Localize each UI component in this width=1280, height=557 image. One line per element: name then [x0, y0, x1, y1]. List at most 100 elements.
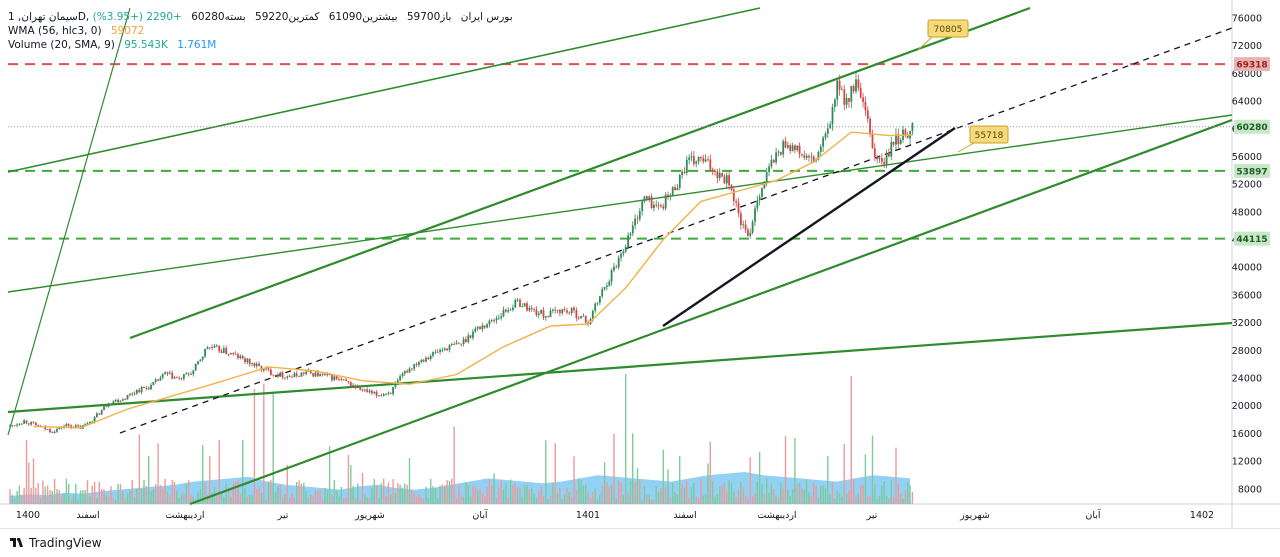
tradingview-logo[interactable]: TradingView	[10, 536, 102, 550]
volume-bar	[272, 394, 274, 504]
candle-body	[255, 363, 258, 367]
volume-bar	[345, 498, 347, 504]
candle-body	[44, 426, 47, 430]
volume-bar	[528, 488, 530, 504]
volume-bar	[366, 497, 368, 504]
volume-bar	[672, 483, 674, 504]
candle-body	[892, 141, 895, 145]
volume-bar	[11, 494, 14, 504]
candle-body	[9, 425, 11, 427]
volume-bar	[495, 498, 498, 504]
candle-body	[655, 204, 658, 206]
last-price-label: 60280	[1236, 123, 1267, 133]
volume-bar	[239, 494, 241, 504]
volume-bar	[763, 494, 765, 504]
trend-line[interactable]	[7, 7, 131, 436]
candle-body	[46, 429, 49, 430]
tradingview-icon	[10, 538, 23, 547]
volume-bar	[35, 488, 37, 504]
volume-row[interactable]: Volume (20, SMA, 9) 95.543K 1.761M	[8, 38, 519, 52]
candle-body	[373, 392, 376, 394]
volume-bar	[502, 488, 505, 504]
candle-body	[157, 379, 159, 381]
volume-bar	[486, 487, 488, 504]
volume-bar	[305, 490, 307, 504]
volume-bar	[401, 487, 404, 504]
volume-bar	[296, 482, 298, 504]
callout-box[interactable]	[969, 125, 1009, 144]
trend-line[interactable]	[129, 6, 1031, 340]
candle-body	[479, 326, 481, 330]
volume-bar	[439, 485, 441, 504]
volume-bar	[256, 489, 258, 504]
candle-body	[906, 135, 909, 139]
volume-bar	[514, 483, 516, 504]
y-tick-label: 12000	[1232, 457, 1262, 468]
candle-body	[305, 371, 307, 374]
volume-bar	[723, 483, 726, 504]
volume-bar	[317, 491, 319, 504]
last-price-tag	[1234, 119, 1270, 134]
volume-bar	[864, 454, 867, 504]
volume-bar	[860, 485, 862, 504]
candle-body	[629, 233, 632, 236]
volume-bar	[820, 485, 822, 504]
change-value: +2290 (+3.95%)	[92, 11, 182, 23]
candle-body	[356, 386, 359, 388]
volume-bar	[91, 485, 93, 504]
volume-bar	[787, 489, 789, 504]
symbol-title[interactable]: سیمان تهران, 1D, بورس ایران	[8, 11, 513, 23]
trend-line[interactable]	[7, 321, 1233, 414]
volume-bar	[187, 480, 190, 504]
volume-label: Volume (20, SMA, 9)	[8, 39, 115, 51]
volume-bar	[467, 485, 469, 504]
candle-body	[643, 196, 646, 202]
callout-box[interactable]	[927, 19, 969, 38]
volume-bar	[70, 499, 72, 504]
volume-bar	[53, 479, 56, 504]
candle-body	[199, 359, 202, 362]
high-value: بیشترین61090	[328, 11, 398, 23]
candle-body	[441, 349, 444, 351]
candle-body	[890, 141, 893, 157]
volume-bar	[615, 498, 617, 504]
candle-body	[342, 379, 345, 381]
candle-body	[96, 413, 98, 418]
candle-body	[537, 313, 540, 315]
volume-bar	[817, 497, 820, 504]
volume-bar	[899, 493, 902, 504]
volume-bar	[404, 483, 406, 504]
candle-body	[845, 98, 848, 105]
candle-body	[497, 317, 500, 319]
x-tick-label: شهریور	[959, 510, 990, 521]
volume-bar	[68, 483, 70, 504]
volume-bar	[446, 480, 448, 504]
trend-line[interactable]	[189, 118, 1233, 506]
volume-bar	[340, 487, 343, 504]
volume-bar	[16, 491, 18, 504]
volume-bar	[86, 480, 89, 504]
volume-bar	[643, 486, 646, 504]
candle-body	[185, 373, 188, 375]
volume-bar	[728, 480, 730, 504]
volume-bar	[138, 434, 140, 504]
volume-bar	[549, 496, 552, 504]
trend-line[interactable]	[7, 114, 1233, 293]
volume-bar	[869, 496, 871, 504]
candle-body	[422, 359, 425, 362]
candle-body	[683, 171, 686, 173]
candle-body	[18, 424, 21, 426]
trend-line[interactable]	[7, 7, 761, 173]
candle-body	[65, 424, 68, 427]
volume-bar	[716, 494, 718, 504]
candle-body	[775, 152, 777, 163]
support-trend-line[interactable]	[662, 127, 956, 327]
volume-bar	[608, 486, 610, 504]
volume-bar	[166, 491, 169, 504]
volume-bar	[420, 497, 422, 504]
candle-body	[660, 205, 662, 207]
volume-bar	[75, 483, 77, 504]
candle-body	[307, 370, 310, 372]
wma-row[interactable]: WMA (56, hlc3, 0) 59072	[8, 24, 519, 38]
